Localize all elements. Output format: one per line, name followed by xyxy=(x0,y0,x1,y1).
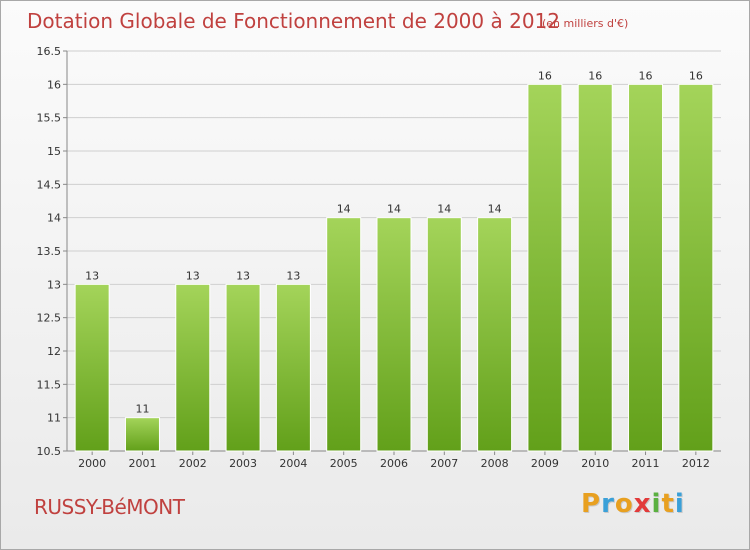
bar-2001 xyxy=(124,417,160,452)
y-tick-label: 15.5 xyxy=(37,112,62,125)
y-tick-label: 14 xyxy=(47,212,61,225)
x-tick-label: 2000 xyxy=(78,457,106,470)
data-label: 16 xyxy=(588,69,602,82)
bar-2012 xyxy=(678,83,714,452)
commune-name: RUSSY-BéMONT xyxy=(34,495,185,519)
data-label: 16 xyxy=(538,69,552,82)
y-tick-label: 12 xyxy=(47,345,61,358)
x-tick-label: 2009 xyxy=(531,457,559,470)
y-tick-label: 16 xyxy=(47,78,61,91)
logo-letter: x xyxy=(633,489,652,519)
x-tick-label: 2007 xyxy=(430,457,458,470)
y-tick-label: 11.5 xyxy=(37,378,62,391)
data-label: 13 xyxy=(236,269,250,282)
x-tick-label: 2005 xyxy=(330,457,358,470)
x-tick-label: 2011 xyxy=(632,457,660,470)
y-tick-label: 14.5 xyxy=(37,178,62,191)
x-tick-label: 2001 xyxy=(128,457,156,470)
bar-2007 xyxy=(426,217,462,452)
labels: 10.5 11 11.5 12 12.5 13 13.5 14 14.5 15 15.5 16 16.5… xyxy=(37,45,710,470)
y-tick-label: 10.5 xyxy=(37,445,62,458)
y-tick-label: 11 xyxy=(47,412,61,425)
bar-2004 xyxy=(275,283,311,452)
y-tick-label: 13.5 xyxy=(37,245,62,258)
bar-2005 xyxy=(326,217,362,452)
logo-letter: i xyxy=(674,489,685,519)
data-label: 13 xyxy=(286,269,300,282)
data-label: 11 xyxy=(135,403,149,416)
data-label: 14 xyxy=(387,203,401,216)
data-label: 14 xyxy=(488,203,502,216)
data-label: 16 xyxy=(639,69,653,82)
bar-2003 xyxy=(225,283,261,452)
bar-2006 xyxy=(376,217,412,452)
x-tick-label: 2006 xyxy=(380,457,408,470)
x-tick-label: 2004 xyxy=(279,457,307,470)
bar-2010 xyxy=(577,83,613,452)
data-label: 13 xyxy=(85,269,99,282)
bar-2008 xyxy=(477,217,513,452)
chart-title: Dotation Globale de Fonctionnement de 20… xyxy=(27,9,560,33)
x-tick-label: 2008 xyxy=(481,457,509,470)
bar-2011 xyxy=(628,83,664,452)
y-tick-label: 16.5 xyxy=(37,45,62,58)
x-tick-label: 2012 xyxy=(682,457,710,470)
x-tick-label: 2003 xyxy=(229,457,257,470)
bar-2009 xyxy=(527,83,563,452)
y-tick-label: 15 xyxy=(47,145,61,158)
chart-unit-label: (en milliers d'€) xyxy=(542,17,629,30)
logo-letter: i xyxy=(651,489,662,519)
bar-2000 xyxy=(74,283,110,452)
data-label: 13 xyxy=(186,269,200,282)
proxiti-logo[interactable]: Proxiti xyxy=(581,489,685,519)
logo-letter: t xyxy=(661,489,675,519)
bars xyxy=(74,83,714,452)
data-label: 14 xyxy=(437,203,451,216)
data-label: 16 xyxy=(689,69,703,82)
logo-letter: o xyxy=(614,489,634,519)
logo-letter: r xyxy=(601,489,615,519)
y-tick-label: 12.5 xyxy=(37,312,62,325)
logo-letter: P xyxy=(581,489,602,519)
y-tick-label: 13 xyxy=(47,278,61,291)
x-tick-label: 2002 xyxy=(179,457,207,470)
x-tick-label: 2010 xyxy=(581,457,609,470)
bar-2002 xyxy=(175,283,211,452)
data-label: 14 xyxy=(337,203,351,216)
